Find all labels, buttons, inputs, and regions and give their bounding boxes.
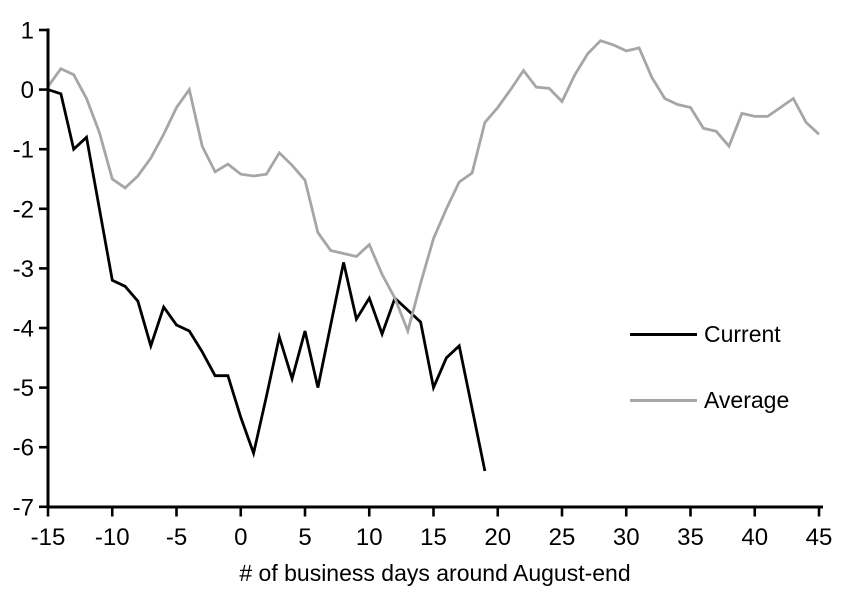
- average-series-swatch: [630, 398, 697, 402]
- x-tick-label: 5: [298, 524, 311, 551]
- y-tick-label: -1: [13, 137, 34, 164]
- y-tick-label: 0: [21, 77, 34, 104]
- x-tick-label: 45: [806, 524, 833, 551]
- x-tick-label: 10: [356, 524, 383, 551]
- y-tick-label: -5: [13, 375, 34, 402]
- x-tick-label: 40: [741, 524, 768, 551]
- x-tick-label: 35: [677, 524, 704, 551]
- legend-label-current: Current: [704, 320, 781, 347]
- x-tick-label: 30: [613, 524, 640, 551]
- current-series-swatch: [630, 332, 697, 336]
- y-tick-label: -2: [13, 196, 34, 223]
- legend: Current Average: [630, 318, 789, 416]
- series-line-current: [47, 88, 487, 472]
- series-lines: [46, 39, 820, 472]
- x-axis-title: # of business days around August-end: [239, 560, 630, 586]
- y-tick-label: 1: [21, 18, 34, 45]
- x-tick-label: -10: [95, 524, 130, 551]
- x-tick-label: 20: [484, 524, 511, 551]
- legend-label-average: Average: [704, 386, 790, 413]
- axis-tick-labels: -15 -10 -5 0 5 10 15 20 25 30 35 40 4510-1-2-3-4-5-6…: [13, 18, 833, 552]
- y-tick-label: -7: [13, 494, 34, 521]
- legend-item-average: Average: [630, 384, 789, 416]
- x-tick-label: 0: [234, 524, 247, 551]
- legend-item-current: Current: [630, 318, 789, 350]
- x-tick-label: -15: [31, 524, 66, 551]
- series-line-average: [46, 39, 820, 336]
- y-tick-label: -3: [13, 256, 34, 283]
- x-tick-label: -5: [166, 524, 187, 551]
- x-tick-label: 25: [549, 524, 576, 551]
- x-tick-label: 15: [420, 524, 447, 551]
- axis-ticks: [39, 28, 821, 517]
- y-tick-label: -4: [13, 316, 34, 343]
- y-tick-label: -6: [13, 435, 34, 462]
